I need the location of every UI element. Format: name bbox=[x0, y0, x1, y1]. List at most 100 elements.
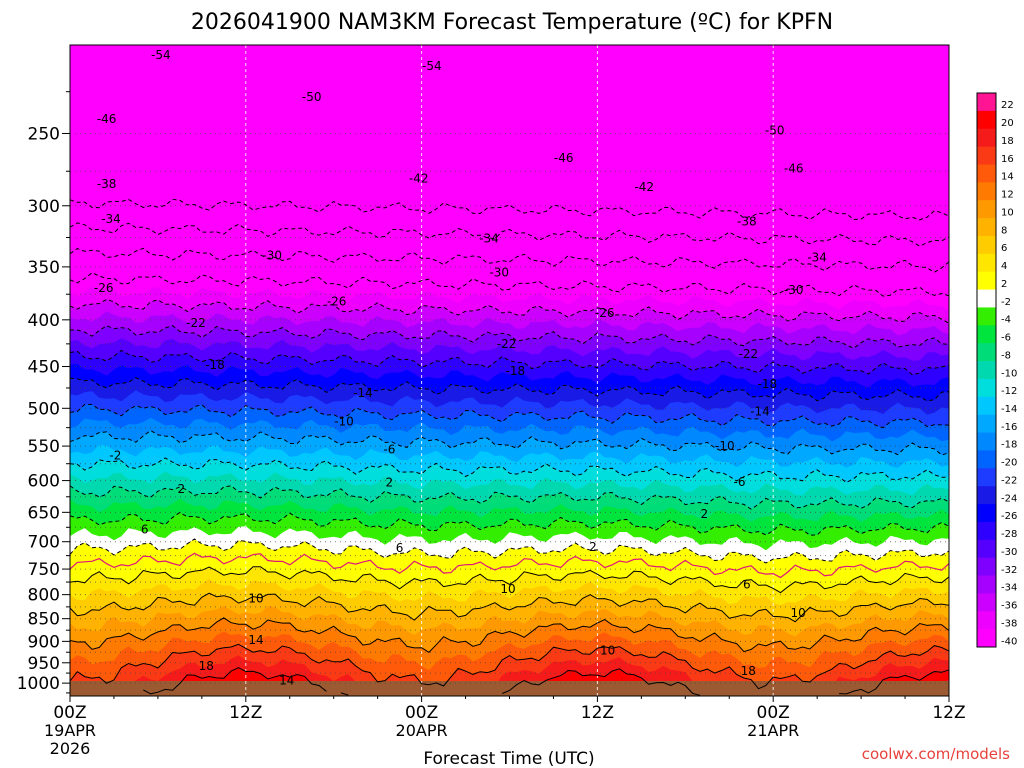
colorbar-tick-label: -16 bbox=[1001, 422, 1017, 433]
contour-label-text: 18 bbox=[199, 659, 214, 673]
colorbar-tick-label: 18 bbox=[1001, 136, 1014, 147]
contour-label: -30 bbox=[489, 266, 509, 280]
contour-label: -6 bbox=[734, 475, 746, 489]
contour-label: -50 bbox=[765, 123, 785, 137]
isotherm-contour bbox=[70, 592, 949, 623]
contour-label-text: 10 bbox=[790, 606, 805, 620]
contour-label-text: -46 bbox=[554, 151, 574, 165]
contour-label: 10 bbox=[248, 592, 263, 606]
colorbar-swatch bbox=[977, 110, 996, 130]
contour-label-text: -34 bbox=[101, 212, 121, 226]
colorbar-tick-label: 16 bbox=[1001, 154, 1014, 165]
colorbar-swatch bbox=[977, 557, 996, 576]
contour-label: -46 bbox=[554, 151, 574, 165]
y-tick-label: 750 bbox=[28, 560, 60, 580]
colorbar-swatch bbox=[977, 128, 996, 148]
contour-label: 6 bbox=[141, 523, 149, 537]
colorbar-swatch bbox=[977, 146, 996, 165]
colorbar-tick-label: 12 bbox=[1001, 190, 1014, 201]
contour-label-text: -34 bbox=[479, 232, 499, 246]
contour-label: -50 bbox=[302, 90, 322, 104]
contour-lines bbox=[70, 198, 949, 696]
contour-label: -14 bbox=[353, 386, 373, 400]
colorbar-swatch bbox=[977, 539, 996, 559]
colorbar-swatch bbox=[977, 253, 996, 273]
contour-label-text: -30 bbox=[489, 266, 509, 280]
colorbar-tick-label: 14 bbox=[1001, 172, 1014, 183]
contour-label: -30 bbox=[784, 283, 804, 297]
y-tick-label: 800 bbox=[28, 586, 60, 606]
contour-label: 2 bbox=[386, 476, 394, 490]
contour-label: -22 bbox=[497, 337, 517, 351]
contour-label-text: -30 bbox=[262, 248, 282, 262]
colorbar-swatch bbox=[977, 271, 996, 290]
y-tick-label: 900 bbox=[28, 632, 60, 652]
contour-label: -18 bbox=[205, 358, 225, 372]
colorbar-swatch bbox=[977, 164, 996, 183]
y-tick-label: 650 bbox=[28, 503, 60, 523]
contour-label-text: -18 bbox=[205, 358, 225, 372]
colorbar-swatch bbox=[977, 307, 996, 326]
colorbar-tick-label: -24 bbox=[1001, 493, 1017, 504]
colorbar-swatch bbox=[977, 396, 996, 416]
colorbar-tick-label: 4 bbox=[1001, 261, 1007, 272]
y-tick-label: 450 bbox=[28, 358, 60, 378]
colorbar-swatch bbox=[977, 414, 996, 433]
contour-label: -46 bbox=[784, 161, 804, 175]
colorbar-tick-label: -40 bbox=[1001, 636, 1017, 647]
isotherm-contour bbox=[70, 511, 949, 536]
contour-label-text: 6 bbox=[141, 523, 149, 537]
contour-label-text: -14 bbox=[353, 386, 373, 400]
contour-label: -14 bbox=[750, 404, 770, 418]
contour-label-text: 18 bbox=[741, 664, 756, 678]
colorbar-swatch bbox=[977, 93, 996, 112]
contour-label-text: -38 bbox=[737, 214, 757, 228]
x-tick-label: 00Z bbox=[405, 703, 438, 723]
contour-label-text: -26 bbox=[327, 295, 347, 309]
contour-label: -30 bbox=[262, 248, 282, 262]
contour-label: 18 bbox=[741, 664, 756, 678]
isotherm-contour bbox=[70, 377, 949, 402]
colorbar-legend: 22 20 18 16 14 12 10 8 6 4 2 -2 -4 -6 -8 -10 -12 -14 -16 -1… bbox=[976, 92, 1017, 648]
isotherm-contour bbox=[70, 566, 949, 594]
contour-label-text: -54 bbox=[422, 59, 442, 73]
contour-label: 14 bbox=[279, 673, 294, 687]
freezing-line bbox=[70, 552, 949, 579]
contour-label: -34 bbox=[807, 251, 827, 265]
isotherm-contour bbox=[70, 403, 949, 429]
isotherm-contour bbox=[70, 485, 949, 510]
x-tick-label: 00Z bbox=[757, 703, 790, 723]
contour-label-text: -38 bbox=[97, 177, 117, 191]
isotherm-contour bbox=[70, 349, 949, 376]
x-tick-label: 19APR bbox=[44, 721, 96, 740]
contour-label-text: -18 bbox=[506, 364, 526, 378]
y-tick-label: 1000 bbox=[17, 674, 60, 694]
isotherm-contour bbox=[70, 222, 949, 247]
contour-label-text: 2 bbox=[178, 482, 186, 496]
y-tick-label: 600 bbox=[28, 472, 60, 492]
contour-label-text: -34 bbox=[807, 251, 827, 265]
contour-label-text: -46 bbox=[97, 112, 117, 126]
colorbar-swatch bbox=[977, 575, 996, 594]
contour-label: 2 bbox=[701, 507, 709, 521]
isotherm-contour bbox=[70, 617, 949, 653]
contour-label: -26 bbox=[327, 295, 347, 309]
x-tick-label: 20APR bbox=[396, 721, 448, 740]
y-tick-label: 350 bbox=[28, 258, 60, 278]
contour-label-text: -30 bbox=[784, 283, 804, 297]
contour-label: -22 bbox=[186, 316, 206, 330]
colorbar-tick-label: -8 bbox=[1001, 350, 1011, 361]
x-tick-label: 2026 bbox=[50, 739, 91, 758]
contour-label: -18 bbox=[758, 377, 778, 391]
contour-label-text: -42 bbox=[634, 180, 654, 194]
contour-label-text: -6 bbox=[734, 475, 746, 489]
colorbar-swatch bbox=[977, 486, 996, 505]
contour-label-text: -50 bbox=[765, 123, 785, 137]
isotherm-contour bbox=[70, 325, 949, 349]
contour-label-text: -50 bbox=[302, 90, 322, 104]
colorbar-swatch bbox=[977, 218, 996, 237]
colorbar-tick-label: -20 bbox=[1001, 458, 1017, 469]
contour-label-text: -22 bbox=[497, 337, 517, 351]
